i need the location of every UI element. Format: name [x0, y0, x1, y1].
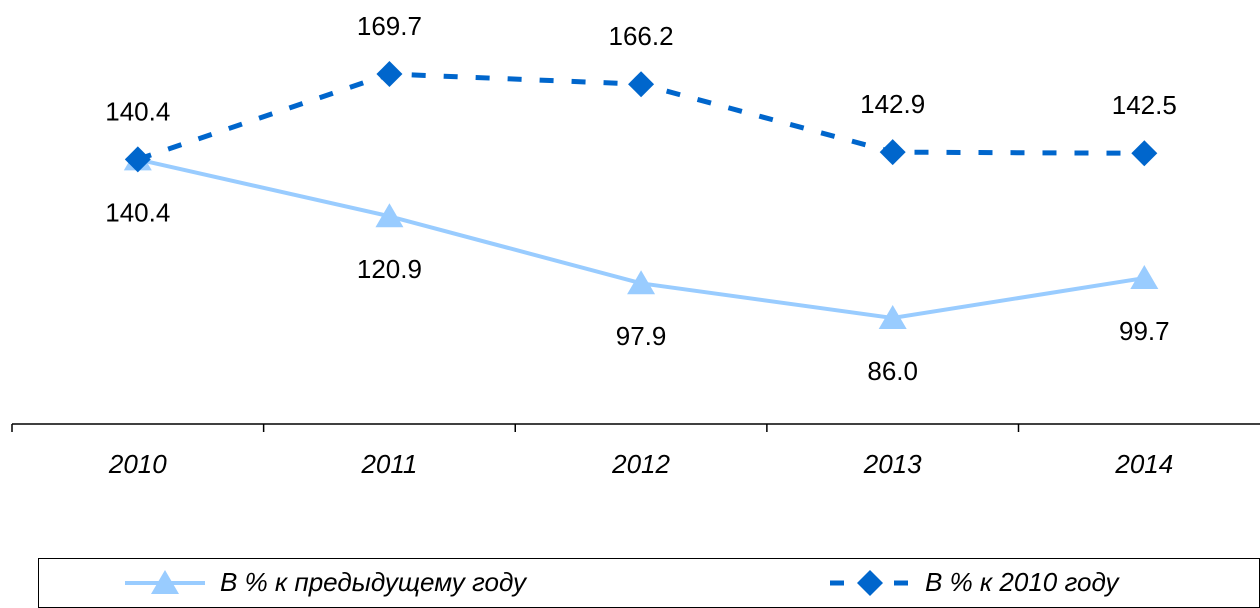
x-tick-label: 2011	[360, 449, 417, 479]
marker	[857, 570, 883, 596]
data-label: 99.7	[1119, 316, 1170, 346]
data-label: 142.5	[1112, 90, 1177, 120]
x-tick-label: 2014	[1114, 449, 1173, 479]
data-label: 166.2	[609, 21, 674, 51]
x-tick-label: 2010	[108, 449, 167, 479]
data-label: 140.4	[105, 197, 170, 227]
data-label: 97.9	[616, 321, 667, 351]
marker	[375, 203, 404, 228]
legend-label: В % к предыдущему году	[220, 567, 528, 597]
data-label: 120.9	[357, 254, 422, 284]
data-label: 140.4	[105, 96, 170, 126]
marker	[151, 570, 179, 594]
marker	[627, 270, 656, 295]
marker	[1130, 265, 1159, 290]
marker	[879, 139, 906, 166]
legend-label: В % к 2010 году	[925, 567, 1121, 597]
marker	[124, 146, 151, 173]
marker	[878, 305, 907, 329]
marker	[1131, 140, 1158, 167]
x-tick-label: 2013	[863, 449, 922, 479]
marker	[376, 61, 403, 87]
data-label: 142.9	[860, 89, 925, 119]
marker	[628, 71, 655, 98]
data-label: 86.0	[867, 356, 918, 386]
x-tick-label: 2012	[611, 449, 670, 479]
data-label: 169.7	[357, 11, 422, 41]
